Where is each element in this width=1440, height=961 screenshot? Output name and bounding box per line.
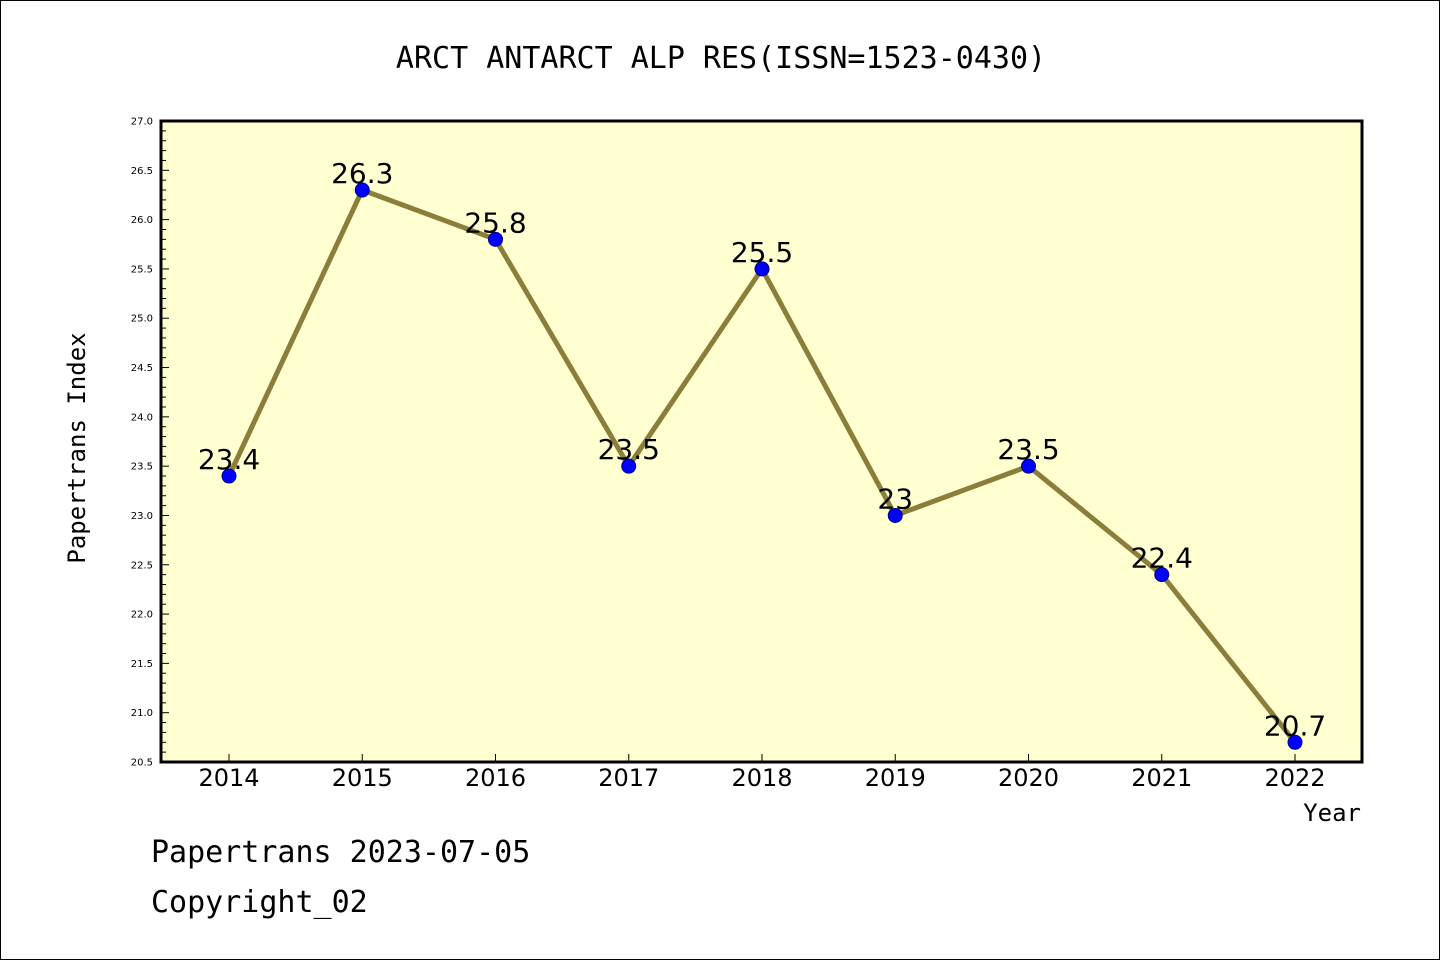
data-label: 23.5 (598, 433, 660, 466)
copyright-note: Copyright_02 (151, 885, 368, 920)
data-point (354, 182, 370, 198)
x-axis-label: Year (1303, 799, 1361, 827)
y-tick-label: 22.0 (131, 610, 153, 621)
data-point (1154, 567, 1170, 583)
data-point (1287, 734, 1303, 750)
plot-border (159, 119, 1364, 764)
data-label: 26.3 (331, 157, 393, 190)
x-tick-label: 2020 (998, 764, 1059, 792)
data-point (887, 507, 903, 523)
y-tick-label: 25.5 (131, 264, 153, 275)
x-tick-label: 2015 (332, 764, 393, 792)
data-point (1021, 458, 1036, 474)
y-tick-label: 26.5 (131, 166, 153, 177)
y-tick-label: 21.5 (131, 659, 153, 670)
data-label: 23.4 (198, 443, 260, 476)
data-label: 23 (877, 482, 913, 515)
x-tick-label: 2021 (1131, 764, 1192, 792)
plot-area (161, 121, 1362, 762)
x-tick-label: 2019 (865, 764, 926, 792)
y-axis-label: Papertrans Index (63, 332, 91, 563)
y-tick-label: 23.0 (131, 511, 153, 522)
y-tick-label: 23.5 (131, 462, 153, 473)
x-tick-label: 2018 (731, 764, 792, 792)
y-tick-label: 22.5 (131, 560, 153, 571)
y-tick-label: 26.0 (131, 215, 153, 226)
y-tick-label: 21.0 (131, 708, 153, 719)
data-label: 23.5 (997, 433, 1059, 466)
source-note: Papertrans 2023-07-05 (151, 835, 531, 870)
data-label: 25.5 (731, 236, 793, 269)
data-point (621, 458, 637, 474)
x-tick-label: 2016 (465, 764, 526, 792)
y-tick-label: 25.0 (131, 314, 153, 325)
y-tick-label: 27.0 (131, 117, 153, 128)
y-tick-label: 20.5 (131, 758, 153, 769)
x-tick-label: 2014 (198, 764, 259, 792)
x-tick-label: 2017 (598, 764, 659, 792)
data-point (754, 261, 770, 277)
y-tick-label: 24.0 (131, 412, 153, 423)
data-label: 25.8 (464, 206, 526, 239)
data-point (221, 468, 237, 484)
x-tick-label: 2022 (1264, 764, 1325, 792)
data-label: 22.4 (1131, 542, 1193, 575)
data-label: 20.7 (1264, 709, 1326, 742)
chart-title: ARCT ANTARCT ALP RES(ISSN=1523-0430) (396, 41, 1046, 76)
data-point (488, 231, 503, 247)
y-tick-label: 24.5 (131, 363, 153, 374)
